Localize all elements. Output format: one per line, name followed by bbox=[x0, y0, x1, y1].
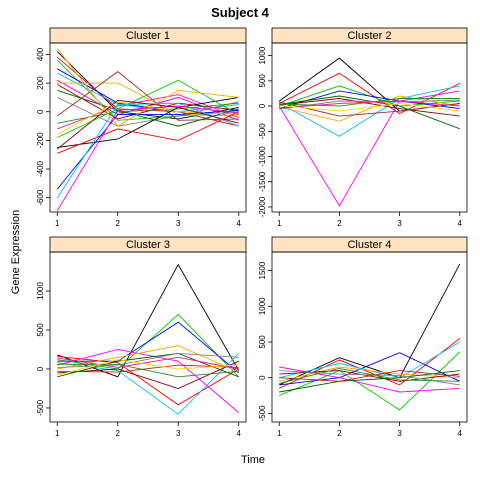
panel-strip-label: Cluster 2 bbox=[347, 30, 391, 42]
y-axis-label: Gene Expression bbox=[10, 210, 22, 294]
x-tick-label: 1 bbox=[277, 429, 282, 438]
series-line bbox=[57, 360, 239, 389]
series-line bbox=[279, 103, 460, 112]
x-tick-label: 4 bbox=[458, 429, 463, 438]
series-line bbox=[56, 109, 239, 190]
y-tick-label: 200 bbox=[36, 76, 45, 90]
series-line bbox=[279, 100, 460, 109]
y-tick-label: -500 bbox=[258, 405, 267, 422]
series-line bbox=[279, 370, 460, 393]
y-tick-label: 0 bbox=[258, 103, 267, 108]
series-line bbox=[57, 101, 239, 136]
x-axis-label: Time bbox=[241, 454, 265, 466]
y-tick-label: 500 bbox=[258, 335, 267, 349]
y-tick-label: -500 bbox=[258, 123, 267, 140]
series-line bbox=[56, 48, 239, 127]
series-line bbox=[279, 352, 460, 386]
series-line bbox=[57, 96, 239, 149]
panel-plot-frame bbox=[49, 251, 247, 423]
y-tick-label: -1000 bbox=[258, 146, 267, 167]
series-line bbox=[57, 96, 239, 127]
panel-strip-label: Cluster 1 bbox=[126, 30, 170, 42]
series-line bbox=[279, 90, 460, 110]
series-line bbox=[57, 363, 239, 378]
series-line bbox=[56, 105, 239, 211]
x-tick-label: 2 bbox=[116, 429, 121, 438]
chart-title: Subject 4 bbox=[211, 5, 270, 20]
series-line bbox=[56, 102, 239, 198]
series-line bbox=[57, 84, 239, 120]
series-line bbox=[57, 111, 239, 154]
series-line bbox=[57, 313, 240, 378]
y-tick-label: 500 bbox=[36, 323, 45, 337]
series-line bbox=[279, 370, 460, 382]
panels-group: Cluster 11 2 3 4-600-400-2000200400Cluster … bbox=[36, 27, 468, 438]
series-line bbox=[57, 356, 239, 370]
x-tick-label: 2 bbox=[337, 219, 342, 228]
y-tick-label: 0 bbox=[36, 366, 45, 371]
series-line bbox=[57, 94, 239, 130]
panel-strip-label: Cluster 3 bbox=[126, 239, 170, 251]
x-tick-label: 1 bbox=[55, 429, 60, 438]
x-tick-label: 3 bbox=[397, 219, 402, 228]
y-tick-label: 400 bbox=[36, 47, 45, 61]
series-line bbox=[57, 359, 239, 376]
x-tick-label: 3 bbox=[397, 429, 402, 438]
series-line bbox=[278, 90, 460, 207]
x-tick-label: 3 bbox=[176, 429, 181, 438]
series-line bbox=[278, 85, 460, 137]
y-tick-label: 1500 bbox=[258, 261, 267, 279]
series-group bbox=[56, 48, 239, 211]
x-tick-label: 2 bbox=[116, 219, 121, 228]
x-tick-label: 4 bbox=[237, 219, 242, 228]
y-tick-label: 0 bbox=[36, 109, 45, 114]
series-line bbox=[57, 349, 239, 413]
y-tick-label: -1500 bbox=[258, 171, 267, 192]
y-tick-label: 0 bbox=[258, 375, 267, 380]
series-group bbox=[279, 263, 461, 411]
series-line bbox=[57, 352, 239, 378]
y-tick-label: 1000 bbox=[258, 297, 267, 315]
series-line bbox=[57, 89, 239, 127]
panel-2: Cluster 2 1 2 3 4 -2000 -1500 -1000 -500 0 500 1000 bbox=[258, 27, 468, 228]
series-line bbox=[279, 367, 460, 384]
panel-plot-frame bbox=[271, 42, 468, 213]
y-tick-label: -500 bbox=[36, 399, 45, 416]
series-line bbox=[57, 71, 239, 121]
y-tick-label: 1000 bbox=[36, 282, 45, 300]
panel-strip-label: Cluster 4 bbox=[347, 239, 391, 251]
y-tick-label: -600 bbox=[36, 189, 45, 206]
x-tick-label: 1 bbox=[277, 219, 282, 228]
y-tick-label: 500 bbox=[258, 74, 267, 88]
series-line bbox=[57, 79, 239, 138]
series-line bbox=[57, 364, 239, 373]
series-group bbox=[57, 263, 240, 415]
y-tick-label: -2000 bbox=[258, 196, 267, 217]
panel-plot-frame bbox=[271, 251, 468, 423]
y-tick-label: -200 bbox=[36, 132, 45, 149]
series-line bbox=[57, 352, 239, 368]
series-line bbox=[279, 366, 460, 382]
x-tick-label: 1 bbox=[55, 219, 60, 228]
series-group bbox=[278, 57, 461, 207]
panel-1: Cluster 1 1 2 3 4 -600 -400 -200 0 200 400 bbox=[36, 27, 247, 228]
x-tick-label: 4 bbox=[458, 219, 463, 228]
series-line bbox=[57, 99, 239, 150]
panel-3: Cluster 3 1 2 3 4 -500 0 500 1000 bbox=[36, 236, 247, 438]
panel-plot-frame bbox=[49, 42, 247, 213]
x-tick-label: 2 bbox=[337, 429, 342, 438]
y-tick-label: 1000 bbox=[258, 46, 267, 64]
x-tick-label: 4 bbox=[237, 429, 242, 438]
series-line bbox=[279, 98, 460, 117]
panel-4: Cluster 4 1 2 3 4 -500 0 500 1000 1500 bbox=[258, 236, 468, 438]
series-line bbox=[57, 321, 239, 374]
x-tick-label: 3 bbox=[176, 219, 181, 228]
y-tick-label: -400 bbox=[36, 160, 45, 177]
series-line bbox=[279, 263, 461, 386]
series-line bbox=[56, 51, 239, 120]
